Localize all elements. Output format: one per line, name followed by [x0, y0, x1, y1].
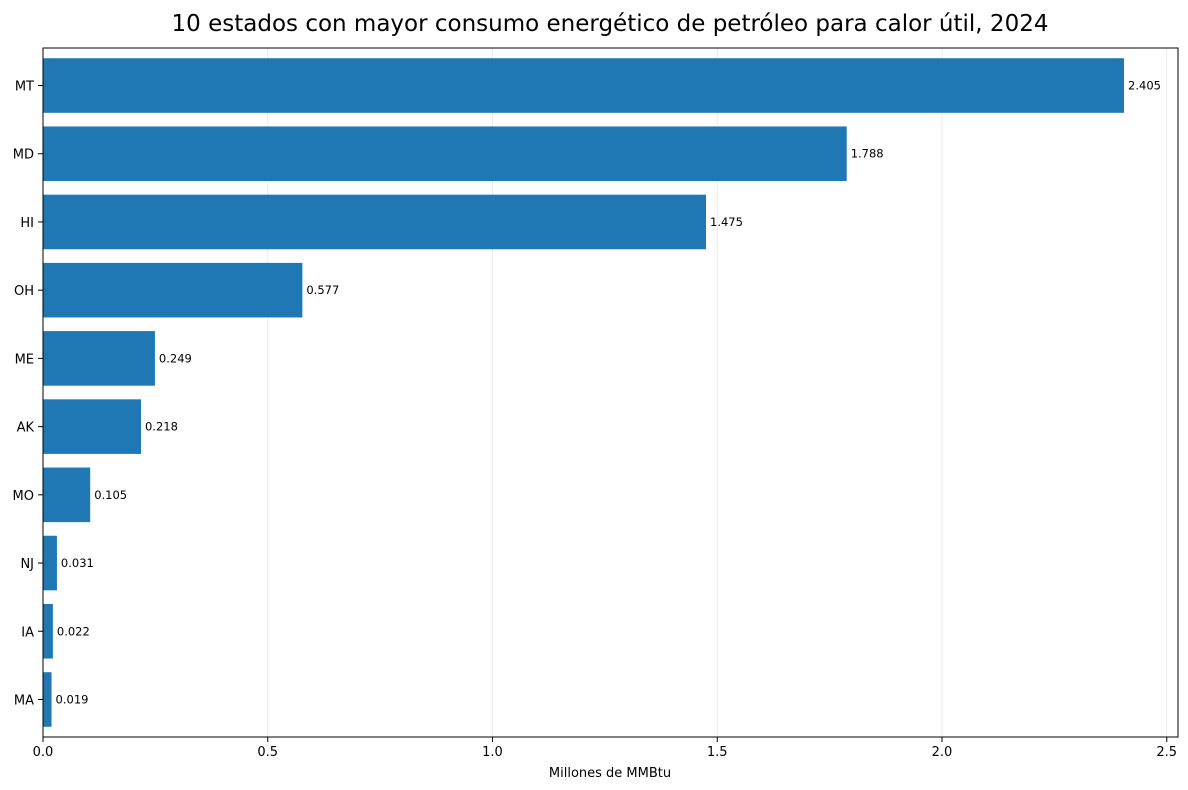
- bar-value-label: 0.249: [159, 351, 192, 365]
- y-axis: MT MD HI OH ME AK MO NJ IA MA: [13, 80, 43, 708]
- chart-title: 10 estados con mayor consumo energético …: [172, 11, 1049, 37]
- x-tick-label: 1.0: [482, 745, 503, 760]
- x-tick-label: 0.5: [257, 745, 278, 760]
- bar-nj: [43, 535, 57, 591]
- y-tick-label: ME: [15, 352, 34, 367]
- x-tick-label: 0.0: [33, 745, 54, 760]
- bar-value-label: 0.577: [306, 283, 339, 297]
- bar-md: [43, 126, 847, 182]
- bar-mt: [43, 58, 1125, 113]
- x-axis: 0.0 0.5 1.0 1.5 2.0 2.5: [33, 737, 1177, 760]
- bar-ia: [43, 603, 53, 659]
- bar-value-label: 0.105: [94, 488, 127, 502]
- bar-ak: [43, 399, 141, 454]
- plot-frame: [42, 47, 1179, 738]
- y-tick-label: MO: [13, 489, 34, 504]
- y-tick-label: MD: [13, 148, 34, 163]
- bar-value-labels: 2.405 1.788 1.475 0.577 0.249 0.218 0.105 0.031…: [56, 79, 1161, 707]
- bar-mo: [43, 467, 91, 523]
- y-tick-label: IA: [21, 625, 34, 640]
- bar-hi: [43, 194, 707, 250]
- bar-value-label: 2.405: [1128, 79, 1161, 93]
- bar-oh: [43, 262, 303, 318]
- bar-value-label: 1.788: [851, 147, 884, 161]
- bar-ma: [43, 672, 52, 727]
- x-axis-label: Millones de MMBtu: [549, 766, 671, 781]
- y-tick-label: AK: [17, 421, 35, 436]
- x-tick-label: 1.5: [707, 745, 728, 760]
- x-tick-label: 2.5: [1156, 745, 1177, 760]
- bar-value-label: 0.031: [61, 556, 94, 570]
- y-tick-label: NJ: [20, 557, 34, 572]
- bar-value-label: 1.475: [710, 215, 743, 229]
- bar-value-label: 0.019: [56, 692, 89, 706]
- bar-me: [43, 331, 155, 386]
- x-tick-label: 2.0: [932, 745, 953, 760]
- bar-value-label: 0.218: [145, 420, 178, 434]
- bars: [43, 58, 1125, 727]
- y-tick-label: OH: [14, 284, 34, 299]
- y-tick-label: MT: [15, 80, 34, 95]
- y-tick-label: MA: [14, 693, 34, 708]
- bar-value-label: 0.022: [57, 624, 90, 638]
- y-tick-label: HI: [20, 216, 34, 231]
